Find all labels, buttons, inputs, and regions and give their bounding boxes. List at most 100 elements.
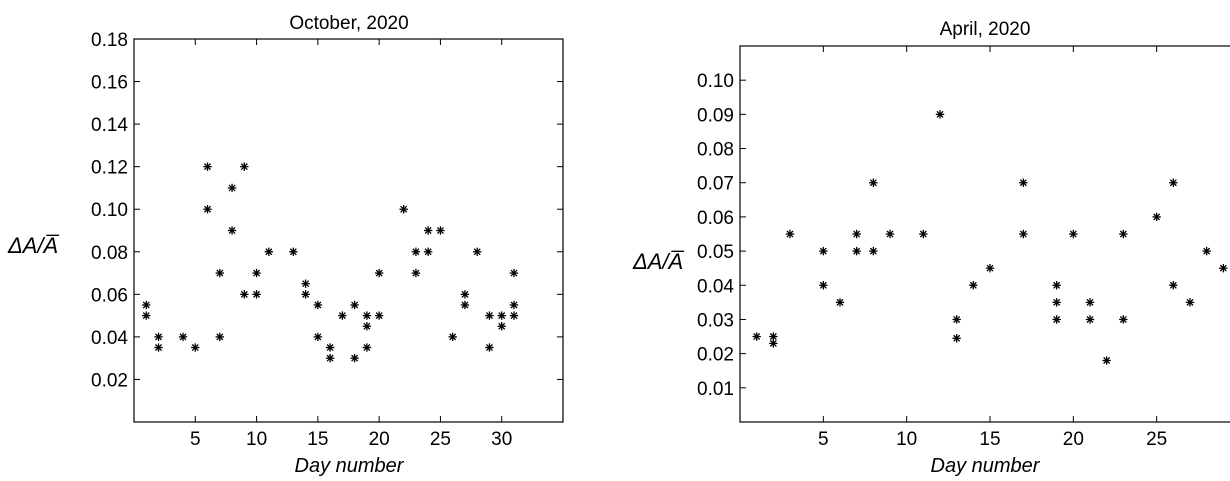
data-point [1119, 229, 1128, 239]
y-tick-label: 0.03 [697, 310, 734, 331]
data-point [819, 246, 828, 256]
data-points [752, 110, 1228, 365]
y-tick-label: 0.01 [697, 379, 734, 400]
x-ticks: 5 10 15 20 25 [818, 46, 1167, 450]
data-point [203, 205, 212, 214]
data-point [374, 268, 384, 278]
y-axis-label: ΔA/A̅ [7, 233, 60, 258]
data-point [509, 268, 519, 278]
data-point [785, 229, 795, 239]
data-point [497, 311, 506, 320]
data-point [338, 311, 347, 320]
data-point [1052, 315, 1061, 324]
data-point [1169, 178, 1178, 187]
x-tick-label: 10 [246, 429, 267, 450]
x-tick-label: 15 [979, 429, 1000, 450]
data-point [154, 332, 163, 342]
data-point [203, 162, 212, 171]
data-point [178, 332, 188, 342]
data-point [252, 268, 261, 278]
data-point [1169, 281, 1178, 290]
data-point [1185, 298, 1195, 307]
data-point [473, 247, 482, 256]
data-point [227, 226, 237, 235]
data-point [289, 247, 298, 256]
chart-title: October, 2020 [289, 13, 408, 34]
data-point [240, 290, 249, 299]
data-point [869, 178, 878, 187]
data-point [752, 332, 761, 341]
data-point [919, 229, 928, 239]
data-point [952, 334, 961, 343]
data-point [448, 332, 457, 342]
data-point [252, 290, 261, 299]
data-point [769, 339, 778, 348]
x-tick-label: 20 [1063, 429, 1084, 450]
y-tick-label: 0.07 [697, 174, 734, 195]
x-tick-label: 30 [491, 429, 512, 450]
x-tick-label: 15 [307, 429, 328, 450]
data-point [362, 322, 372, 331]
data-point [325, 353, 335, 363]
data-point [191, 343, 200, 352]
data-point [423, 247, 433, 256]
data-point [411, 268, 421, 278]
x-tick-label: 20 [369, 429, 390, 450]
data-point [313, 300, 323, 310]
data-point [399, 205, 408, 214]
y-tick-label: 0.14 [91, 115, 128, 136]
data-point [215, 332, 224, 342]
data-point [485, 343, 494, 352]
chart-title: April, 2020 [940, 19, 1031, 40]
data-point [769, 332, 778, 341]
data-point [411, 247, 421, 256]
y-axis-label-text: ΔA/A̅ [632, 249, 685, 274]
data-point [1085, 298, 1095, 307]
plot-frame [739, 45, 1230, 423]
data-point [362, 343, 372, 352]
data-point [852, 229, 861, 239]
y-tick-label: 0.10 [697, 71, 734, 92]
data-point [869, 246, 878, 256]
data-point [1102, 356, 1111, 365]
data-points [142, 162, 519, 363]
data-point [227, 183, 237, 193]
data-point [985, 263, 995, 273]
chart-april: April, 2020 0.01 0.02 0.03 0.04 0.05 0.06 0.07… [632, 19, 1230, 477]
x-tick-label: 5 [190, 429, 201, 450]
data-point [325, 343, 335, 352]
data-point [362, 311, 372, 320]
data-point [852, 246, 861, 256]
data-point [460, 300, 470, 310]
y-axis-label: ΔA/A̅ [632, 249, 685, 274]
data-point [301, 290, 310, 299]
y-tick-label: 0.09 [697, 105, 734, 126]
x-tick-label: 25 [1146, 429, 1167, 450]
x-tick-label: 25 [430, 429, 451, 450]
y-ticks: 0.02 0.04 0.06 0.08 0.10 0.12 0.14 0.16 0.18 [91, 30, 563, 391]
data-point [374, 311, 384, 320]
y-tick-label: 0.05 [697, 242, 734, 263]
data-point [509, 311, 519, 320]
data-point [885, 229, 895, 239]
data-point [1152, 212, 1161, 222]
y-tick-label: 0.08 [697, 140, 734, 161]
data-point [215, 268, 224, 278]
data-point [969, 281, 978, 290]
data-point [423, 226, 433, 235]
y-tick-label: 0.16 [91, 73, 128, 94]
data-point [460, 290, 470, 299]
y-tick-label: 0.12 [91, 158, 128, 179]
x-axis-label: Day number [931, 455, 1041, 477]
y-tick-label: 0.10 [91, 200, 128, 221]
data-point [1119, 315, 1128, 324]
y-tick-label: 0.08 [91, 243, 128, 264]
data-point [264, 247, 274, 256]
data-point [313, 332, 323, 342]
data-point [1069, 229, 1078, 239]
data-point [436, 226, 445, 235]
data-point [1052, 298, 1061, 307]
y-tick-label: 0.04 [697, 276, 734, 297]
y-axis-label-text: ΔA/A̅ [7, 233, 60, 258]
